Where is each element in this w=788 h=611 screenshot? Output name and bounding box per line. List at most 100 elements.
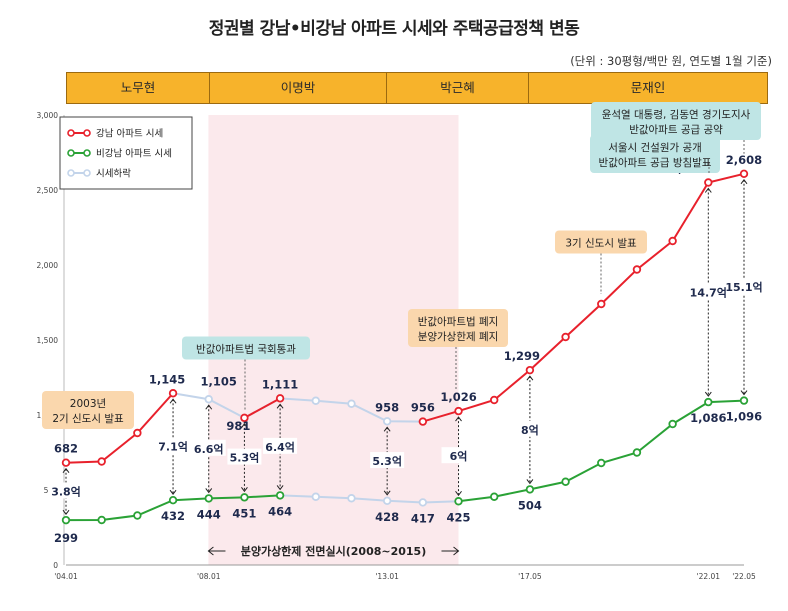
x-tick-label: '17.05 [518,572,542,581]
annotation-seoul-cost-bg [590,135,720,173]
gap-arrow-up [276,403,284,409]
gap-arrow-up [455,416,462,422]
series-line-gangnam [243,397,281,419]
gap-label: 3.8억 [51,485,81,498]
era-moon: 문재인 [630,80,666,95]
gap-arrow-up [205,404,213,410]
point-gangnam [739,169,749,178]
value-label-gangnam: 2,608 [726,153,762,167]
point-gangnam [347,399,356,408]
point-gangnam [632,265,642,274]
period-arrow-right [453,546,460,556]
gap-arrow-down [169,489,177,496]
value-label-non-gangnam: 428 [375,510,399,524]
gap-arrow-up [169,398,177,404]
point-gangnam [525,365,535,375]
point-gangnam [418,417,428,426]
point-non-gangnam [739,396,749,405]
value-label-gangnam: 958 [375,400,399,414]
annotation-candidate-pledge-bg [591,102,761,140]
point-non-gangnam [240,493,249,502]
annotation-halfprice-law-bg [182,336,310,360]
point-gangnam [204,395,213,404]
y-tick-label: 0 [53,561,58,570]
annotation-halfprice-law: 반값아파트법 국회통과 [196,344,296,356]
gap-label: 5.3억 [230,452,260,465]
value-label-non-gangnam: 432 [161,509,185,523]
point-non-gangnam [168,496,178,505]
annotation-new-town-3: 3기 신도시 발표 [565,238,637,250]
gap-label: 14.7억 [690,286,727,299]
gap-label-bg [691,283,726,300]
point-non-gangnam [597,458,606,468]
gap-arrow-down [455,490,462,497]
decline-line-non-gangnam [280,494,459,504]
gap-label: 6억 [450,450,468,463]
point-non-gangnam [418,498,428,507]
annotation-new-town-2: 2003년 [70,398,106,410]
point-gangnam [97,457,106,466]
point-gangnam [275,394,285,403]
legend-marker [83,149,91,157]
annotation-new-town-2-bg [42,391,134,429]
gap-label-bg [512,420,547,437]
y-tick-label: 3,000 [37,111,59,120]
gap-arrow-down [62,509,70,515]
point-non-gangnam [382,496,392,505]
value-label-non-gangnam: 1,086 [690,411,726,425]
legend-label: 시세하락 [96,168,131,180]
gap-label-bg [727,278,761,295]
point-gangnam [382,417,392,426]
series-line-gangnam [422,172,745,423]
annotation-seoul-cost: 반값아파트 공급 방침발표 [599,157,712,169]
value-label-non-gangnam: 464 [268,504,292,518]
point-gangnam [561,332,570,342]
x-tick-label: '04.01 [54,572,78,581]
chart-subtitle: (단위 : 30평형/백만 원, 연도별 1월 기준) [570,54,772,68]
point-non-gangnam [133,511,142,520]
period-label-bg [225,542,442,559]
gap-label-bg [370,452,405,469]
annotation-seoul-cost: 서울시 건설원가 공개 [608,142,702,154]
point-non-gangnam [704,397,713,407]
x-tick-label: '22.01 [697,572,721,581]
point-non-gangnam [347,494,356,503]
gap-arrow-down [526,479,534,485]
y-tick-label: 2,500 [37,186,59,195]
point-non-gangnam [632,448,642,457]
point-gangnam [168,389,178,398]
x-tick-label: '08.01 [197,572,221,581]
point-gangnam [311,396,320,405]
gap-arrow-up [62,467,70,473]
value-label-non-gangnam: 417 [411,511,435,525]
annotation-candidate-pledge: 윤석열 대통령, 김동연 경기도지사 [602,108,751,121]
y-tick-label: 1,500 [37,336,59,345]
annotation-new-town-2: 2기 신도시 발표 [52,413,124,425]
decline-line-gangnam [172,392,423,423]
gap-arrow-up [241,423,248,429]
value-label-gangnam: 1,026 [440,390,476,404]
value-label-non-gangnam: 444 [197,507,221,521]
value-label-non-gangnam: 425 [447,510,471,524]
period-label: 분양가상한제 전면실시(2008~2015) [241,544,427,558]
gap-label: 7.1억 [158,441,188,454]
gap-arrow-down [276,485,284,491]
gap-arrow-down [241,487,248,493]
point-non-gangnam [490,492,499,501]
point-non-gangnam [61,515,71,525]
gap-label: 8억 [521,424,539,437]
value-label-non-gangnam: 504 [518,498,542,512]
series-line-gangnam [65,392,174,464]
gap-label-bg [191,439,226,456]
legend-marker [67,129,75,137]
chart-title: 정권별 강남•비강남 아파트 시세와 주택공급정책 변동 [208,19,580,39]
annotation-halfprice-repeal-bg [408,309,508,347]
legend-marker [67,169,75,177]
value-label-non-gangnam: 299 [54,531,78,545]
gap-label-bg [263,437,298,454]
gap-label: 15.1억 [725,281,762,294]
legend-marker [83,169,91,177]
gap-arrow-down [740,390,748,396]
point-gangnam [597,299,606,309]
